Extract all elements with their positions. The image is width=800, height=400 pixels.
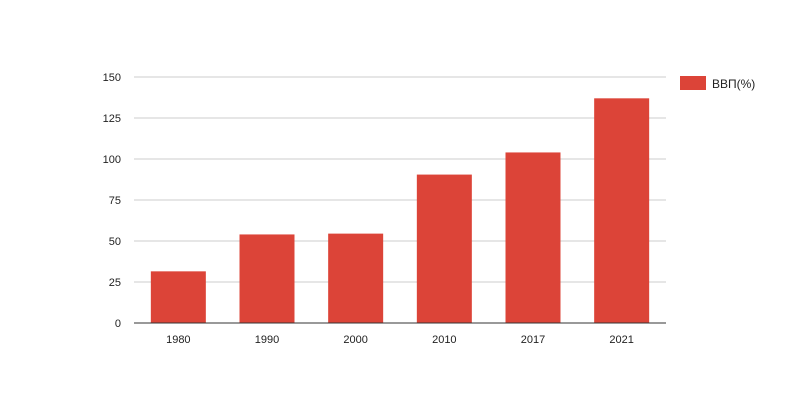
- bar-2021: [594, 98, 650, 323]
- y-tick-label: 125: [103, 113, 121, 125]
- y-tick-label: 0: [115, 318, 121, 330]
- x-axis-ticks: 1980 1990 2000 2010 2017 2021: [166, 334, 634, 346]
- bar-1990: [239, 234, 295, 323]
- x-tick-label: 1990: [255, 334, 279, 346]
- bar-1980: [150, 271, 206, 323]
- y-tick-label: 75: [109, 195, 121, 207]
- y-tick-label: 25: [109, 277, 121, 289]
- legend-swatch: [680, 76, 706, 90]
- x-tick-label: 2000: [343, 334, 367, 346]
- x-tick-label: 2010: [432, 334, 456, 346]
- bar-2017: [505, 152, 561, 323]
- legend-label: ВВП(%): [712, 77, 755, 91]
- x-tick-label: 1980: [166, 334, 190, 346]
- bar-2010: [416, 174, 472, 323]
- gridlines: [134, 76, 666, 283]
- y-tick-label: 50: [109, 236, 121, 248]
- y-tick-label: 100: [103, 154, 121, 166]
- bar-2000: [328, 233, 384, 323]
- y-tick-label: 150: [103, 72, 121, 84]
- x-tick-label: 2021: [609, 334, 633, 346]
- y-axis-ticks: 0 25 50 75 100 125 150: [103, 72, 121, 330]
- x-tick-label: 2017: [521, 334, 545, 346]
- legend: ВВП(%): [680, 76, 755, 91]
- bars: [150, 98, 650, 323]
